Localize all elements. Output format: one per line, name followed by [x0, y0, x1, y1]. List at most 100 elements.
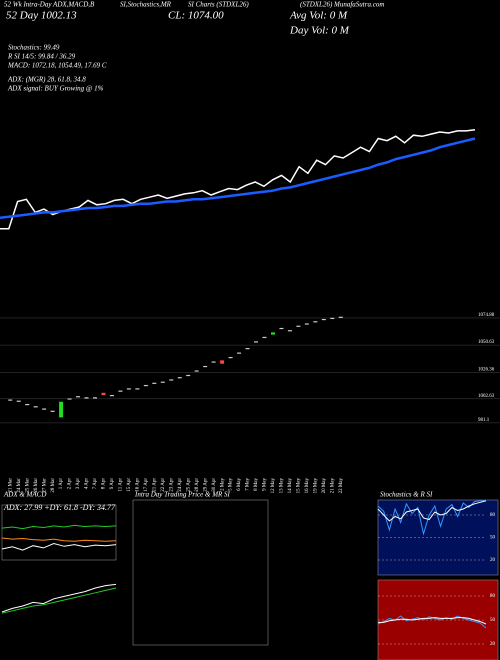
candle — [304, 323, 309, 325]
x-tick-label: 16 Apr — [136, 478, 141, 492]
y-tick-label: 20 — [490, 558, 496, 563]
candle — [203, 365, 208, 368]
x-tick-label: 11 Apr — [119, 478, 124, 492]
x-tick-label: 17 Apr — [144, 478, 149, 492]
candle — [338, 316, 343, 318]
x-tick-label: 5 May — [229, 478, 234, 491]
x-tick-label: 19 May — [313, 478, 318, 494]
avg-vol: Avg Vol: 0 M — [289, 10, 348, 22]
series-line — [378, 617, 487, 625]
x-tick-label: 2 Apr — [68, 478, 73, 490]
x-tick-label: 25 Mar — [25, 478, 30, 493]
candle — [126, 388, 131, 390]
candle — [228, 356, 233, 359]
candle — [92, 397, 97, 399]
y-tick-label: 50 — [490, 536, 496, 541]
y-tick-label: 1026.36 — [478, 367, 495, 372]
y-tick-label: 1050.63 — [478, 340, 495, 345]
panel-title: Intra Day Trading Price & MR SI — [134, 491, 231, 499]
x-tick-label: 24 Apr — [178, 478, 183, 492]
candle — [50, 410, 55, 412]
candle — [169, 379, 174, 381]
x-tick-label: 9 Apr — [110, 478, 115, 490]
x-tick-label: 20 May — [322, 478, 327, 494]
candle — [101, 392, 106, 396]
candle — [135, 388, 140, 390]
panel-title: ADX & MACD — [3, 491, 46, 499]
candle — [220, 360, 225, 364]
day-vol: Day Vol: 0 M — [289, 25, 350, 37]
stoch-text: Stochastics: 99.49 — [8, 44, 60, 52]
candle — [270, 332, 275, 335]
candle — [245, 348, 250, 350]
candle — [25, 403, 30, 406]
header-line: (STDXL26) MunafaSutra.com — [300, 1, 384, 9]
header-line: SI Charts (STDXL26) — [188, 1, 249, 9]
x-tick-label: 25 Apr — [186, 478, 191, 492]
x-tick-label: 3 Apr — [76, 478, 81, 490]
series-line — [377, 500, 487, 522]
y-tick-label: 80 — [490, 594, 496, 599]
candle — [194, 370, 199, 372]
x-tick-label: 7 May — [246, 478, 251, 491]
y-tick-label: 981.1 — [478, 418, 490, 423]
candle — [296, 325, 301, 327]
x-tick-label: 22 Apr — [161, 478, 166, 492]
candle — [59, 401, 64, 418]
x-tick-label: 21 Mar — [8, 478, 13, 493]
rsi-text: R SI 14/5: 99.84 / 36.29 — [7, 53, 76, 61]
panel-title: Stochastics & R SI — [380, 491, 433, 499]
close: CL: 1074.00 — [168, 10, 224, 22]
candle — [33, 406, 38, 408]
header-line: 52 Wk Intra-Day ADX,MACD,B — [4, 1, 95, 9]
candle — [118, 390, 123, 392]
candle — [160, 381, 165, 383]
x-tick-label: 12 May — [271, 478, 276, 494]
header-line: SI,Stochastics,MR — [120, 1, 172, 9]
panel-annotation: ADX: 27.99 +DY: 61.8 -DY: 34.77 — [3, 503, 116, 512]
x-tick-label: 1 Apr — [59, 478, 64, 490]
candle — [313, 321, 318, 323]
x-tick-label: 8 Apr — [102, 478, 107, 490]
x-tick-label: 23 Apr — [169, 478, 174, 492]
x-tick-label: 28 Mar — [51, 478, 56, 493]
x-tick-label: 6 May — [237, 478, 242, 491]
x-tick-label: 15 May — [297, 478, 302, 494]
candle — [143, 384, 148, 387]
candle — [186, 374, 191, 377]
day-range: 52 Day 1002.13 — [6, 10, 77, 22]
series-line — [1, 583, 117, 613]
candle — [84, 397, 89, 399]
candle — [177, 377, 182, 379]
adx-text: ADX: (MGR) 28, 61.8, 34.8 — [7, 76, 86, 84]
y-tick-label: 1074.88 — [478, 313, 495, 318]
x-tick-label: 13 May — [280, 478, 285, 494]
candle — [237, 352, 242, 354]
series-line — [0, 137, 476, 220]
x-tick-label: 8 May — [254, 478, 259, 491]
panel-frame — [132, 499, 269, 646]
series-line — [1, 524, 117, 530]
series-line — [1, 537, 117, 542]
x-tick-label: 14 May — [288, 478, 293, 494]
y-tick-label: 80 — [490, 513, 496, 518]
candle — [42, 408, 47, 410]
candle — [152, 382, 157, 384]
x-tick-label: 22 May — [339, 478, 344, 494]
candle — [16, 400, 21, 402]
x-tick-label: 9 May — [263, 478, 268, 491]
series-line — [1, 587, 117, 614]
candle — [330, 317, 335, 320]
y-tick-label: 1002.63 — [478, 394, 495, 399]
x-tick-label: 15 Apr — [127, 478, 132, 492]
candle — [8, 399, 13, 401]
panel-frame — [1, 504, 117, 561]
candle — [287, 330, 292, 332]
adx-signal: ADX signal: BUY Growing @ 1% — [7, 85, 104, 93]
x-tick-label: 30 Apr — [212, 478, 217, 492]
x-tick-label: 27 Mar — [42, 478, 47, 493]
y-tick-label: 50 — [490, 618, 496, 623]
x-tick-label: 29 Apr — [203, 478, 208, 492]
candle — [67, 398, 72, 400]
